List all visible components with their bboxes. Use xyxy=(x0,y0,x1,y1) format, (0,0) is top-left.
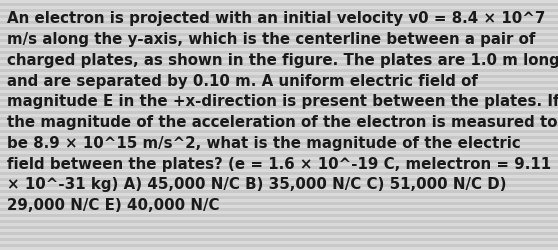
Bar xyxy=(0,124,558,127)
Bar xyxy=(0,142,558,145)
Bar xyxy=(0,76,558,79)
Bar xyxy=(0,25,558,28)
Bar xyxy=(0,49,558,52)
Bar xyxy=(0,154,558,157)
Bar xyxy=(0,55,558,58)
Bar xyxy=(0,175,558,178)
Bar xyxy=(0,241,558,244)
Bar xyxy=(0,136,558,139)
Bar xyxy=(0,46,558,49)
Bar xyxy=(0,34,558,37)
Bar xyxy=(0,85,558,88)
Bar xyxy=(0,22,558,25)
Bar xyxy=(0,28,558,31)
Bar xyxy=(0,19,558,22)
Bar xyxy=(0,52,558,55)
Bar xyxy=(0,202,558,205)
Bar xyxy=(0,91,558,94)
Bar xyxy=(0,4,558,7)
Bar xyxy=(0,238,558,241)
Bar xyxy=(0,181,558,184)
Bar xyxy=(0,10,558,13)
Bar xyxy=(0,109,558,112)
Bar xyxy=(0,88,558,91)
Bar xyxy=(0,100,558,103)
Bar xyxy=(0,172,558,175)
Bar xyxy=(0,190,558,193)
Bar xyxy=(0,151,558,154)
Bar xyxy=(0,106,558,109)
Bar xyxy=(0,184,558,187)
Bar xyxy=(0,169,558,172)
Bar xyxy=(0,139,558,142)
Bar xyxy=(0,211,558,214)
Bar xyxy=(0,235,558,238)
Bar xyxy=(0,166,558,169)
Bar xyxy=(0,145,558,148)
Bar xyxy=(0,115,558,118)
Bar xyxy=(0,157,558,160)
Bar xyxy=(0,187,558,190)
Bar xyxy=(0,112,558,115)
Bar xyxy=(0,13,558,16)
Bar xyxy=(0,223,558,226)
Bar xyxy=(0,73,558,76)
Bar xyxy=(0,7,558,10)
Bar xyxy=(0,61,558,64)
Bar xyxy=(0,244,558,247)
Bar xyxy=(0,94,558,97)
Bar xyxy=(0,130,558,133)
Bar xyxy=(0,127,558,130)
Bar xyxy=(0,160,558,163)
Bar xyxy=(0,1,558,4)
Bar xyxy=(0,226,558,229)
Bar xyxy=(0,148,558,151)
Bar xyxy=(0,217,558,220)
Bar xyxy=(0,214,558,217)
Bar xyxy=(0,40,558,43)
Bar xyxy=(0,67,558,70)
Bar xyxy=(0,37,558,40)
Bar xyxy=(0,229,558,232)
Bar xyxy=(0,43,558,46)
Bar xyxy=(0,178,558,181)
Bar xyxy=(0,103,558,106)
Bar xyxy=(0,31,558,34)
Bar xyxy=(0,220,558,223)
Bar xyxy=(0,133,558,136)
Bar xyxy=(0,247,558,250)
Bar xyxy=(0,121,558,124)
Bar xyxy=(0,0,558,1)
Bar xyxy=(0,208,558,211)
Bar xyxy=(0,196,558,199)
Bar xyxy=(0,58,558,61)
Bar xyxy=(0,64,558,67)
Bar xyxy=(0,70,558,73)
Bar xyxy=(0,163,558,166)
Bar xyxy=(0,118,558,121)
Bar xyxy=(0,97,558,100)
Text: An electron is projected with an initial velocity v0 = 8.4 × 10^7
m/s along the : An electron is projected with an initial… xyxy=(7,11,558,212)
Bar xyxy=(0,199,558,202)
Bar xyxy=(0,232,558,235)
Bar xyxy=(0,16,558,19)
Bar xyxy=(0,79,558,82)
Bar xyxy=(0,205,558,208)
Bar xyxy=(0,193,558,196)
Bar xyxy=(0,82,558,85)
